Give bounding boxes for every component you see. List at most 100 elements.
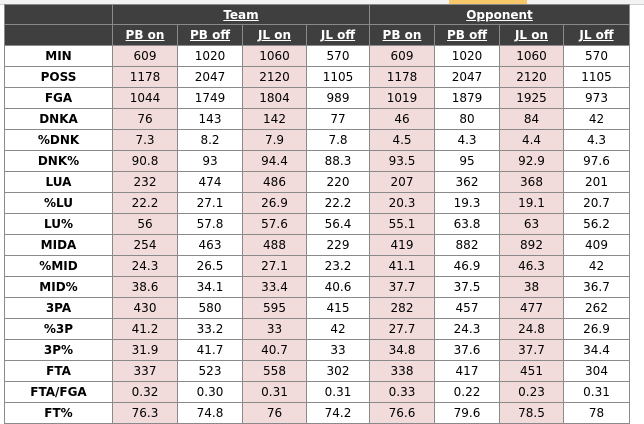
table-cell[interactable]: 595	[242, 297, 307, 319]
corner-cell-2[interactable]	[4, 24, 113, 46]
table-cell[interactable]: 609	[112, 45, 178, 67]
column-header[interactable]: JL off	[306, 24, 370, 46]
table-cell[interactable]: 57.6	[242, 213, 307, 235]
table-cell[interactable]: 0.31	[306, 381, 370, 403]
column-header[interactable]: PB on	[369, 24, 435, 46]
table-cell[interactable]: 143	[177, 108, 243, 130]
table-cell[interactable]: 26.9	[563, 318, 630, 340]
table-cell[interactable]: 2047	[434, 66, 500, 88]
table-cell[interactable]: 0.23	[499, 381, 564, 403]
table-cell[interactable]: 457	[434, 297, 500, 319]
table-cell[interactable]: 409	[563, 234, 630, 256]
row-label[interactable]: DNK%	[4, 150, 113, 172]
table-cell[interactable]: 88.3	[306, 150, 370, 172]
table-cell[interactable]: 0.31	[563, 381, 630, 403]
table-cell[interactable]: 338	[369, 360, 435, 382]
table-cell[interactable]: 417	[434, 360, 500, 382]
row-label[interactable]: DNKA	[4, 108, 113, 130]
table-cell[interactable]: 892	[499, 234, 564, 256]
table-cell[interactable]: 558	[242, 360, 307, 382]
table-cell[interactable]: 486	[242, 171, 307, 193]
row-label[interactable]: MID%	[4, 276, 113, 298]
table-cell[interactable]: 46	[369, 108, 435, 130]
column-header[interactable]: PB off	[434, 24, 500, 46]
table-cell[interactable]: 1804	[242, 87, 307, 109]
table-cell[interactable]: 56.4	[306, 213, 370, 235]
table-cell[interactable]: 282	[369, 297, 435, 319]
table-cell[interactable]: 430	[112, 297, 178, 319]
column-header[interactable]: PB on	[112, 24, 178, 46]
table-cell[interactable]: 27.1	[177, 192, 243, 214]
table-cell[interactable]: 1019	[369, 87, 435, 109]
table-cell[interactable]: 882	[434, 234, 500, 256]
table-cell[interactable]: 24.3	[434, 318, 500, 340]
table-cell[interactable]: 0.33	[369, 381, 435, 403]
table-cell[interactable]: 37.5	[434, 276, 500, 298]
table-cell[interactable]: 20.7	[563, 192, 630, 214]
table-cell[interactable]: 46.3	[499, 255, 564, 277]
row-label[interactable]: LU%	[4, 213, 113, 235]
table-cell[interactable]: 0.30	[177, 381, 243, 403]
table-cell[interactable]: 1925	[499, 87, 564, 109]
table-cell[interactable]: 27.7	[369, 318, 435, 340]
table-cell[interactable]: 451	[499, 360, 564, 382]
table-cell[interactable]: 362	[434, 171, 500, 193]
table-cell[interactable]: 63.8	[434, 213, 500, 235]
table-cell[interactable]: 609	[369, 45, 435, 67]
table-cell[interactable]: 42	[563, 108, 630, 130]
table-cell[interactable]: 262	[563, 297, 630, 319]
table-cell[interactable]: 1105	[563, 66, 630, 88]
row-label[interactable]: POSS	[4, 66, 113, 88]
table-cell[interactable]: 0.31	[242, 381, 307, 403]
row-label[interactable]: LUA	[4, 171, 113, 193]
table-cell[interactable]: 1020	[434, 45, 500, 67]
table-cell[interactable]: 33	[242, 318, 307, 340]
column-header[interactable]: JL on	[499, 24, 564, 46]
table-cell[interactable]: 304	[563, 360, 630, 382]
table-cell[interactable]: 33.4	[242, 276, 307, 298]
column-header[interactable]: PB off	[177, 24, 243, 46]
table-cell[interactable]: 34.8	[369, 339, 435, 361]
table-cell[interactable]: 63	[499, 213, 564, 235]
table-cell[interactable]: 97.6	[563, 150, 630, 172]
row-label[interactable]: 3P%	[4, 339, 113, 361]
table-cell[interactable]: 254	[112, 234, 178, 256]
row-label[interactable]: MIN	[4, 45, 113, 67]
table-cell[interactable]: 90.8	[112, 150, 178, 172]
table-cell[interactable]: 77	[306, 108, 370, 130]
table-cell[interactable]: 93.5	[369, 150, 435, 172]
table-cell[interactable]: 488	[242, 234, 307, 256]
table-cell[interactable]: 56	[112, 213, 178, 235]
column-header[interactable]: JL on	[242, 24, 307, 46]
table-cell[interactable]: 1060	[499, 45, 564, 67]
table-cell[interactable]: 34.1	[177, 276, 243, 298]
table-cell[interactable]: 989	[306, 87, 370, 109]
table-cell[interactable]: 23.2	[306, 255, 370, 277]
row-label[interactable]: FTA	[4, 360, 113, 382]
table-cell[interactable]: 55.1	[369, 213, 435, 235]
table-cell[interactable]: 41.1	[369, 255, 435, 277]
table-cell[interactable]: 26.9	[242, 192, 307, 214]
table-cell[interactable]: 37.7	[369, 276, 435, 298]
row-label[interactable]: %MID	[4, 255, 113, 277]
table-cell[interactable]: 24.3	[112, 255, 178, 277]
table-cell[interactable]: 368	[499, 171, 564, 193]
table-cell[interactable]: 232	[112, 171, 178, 193]
table-cell[interactable]: 19.1	[499, 192, 564, 214]
table-cell[interactable]: 92.9	[499, 150, 564, 172]
table-cell[interactable]: 220	[306, 171, 370, 193]
table-cell[interactable]: 57.8	[177, 213, 243, 235]
table-cell[interactable]: 463	[177, 234, 243, 256]
table-cell[interactable]: 302	[306, 360, 370, 382]
table-cell[interactable]: 42	[563, 255, 630, 277]
table-cell[interactable]: 24.8	[499, 318, 564, 340]
table-cell[interactable]: 0.32	[112, 381, 178, 403]
table-cell[interactable]: 337	[112, 360, 178, 382]
table-cell[interactable]: 93	[177, 150, 243, 172]
table-cell[interactable]: 201	[563, 171, 630, 193]
row-label[interactable]: %LU	[4, 192, 113, 214]
table-cell[interactable]: 4.3	[434, 129, 500, 151]
row-label[interactable]: %3P	[4, 318, 113, 340]
table-cell[interactable]: 229	[306, 234, 370, 256]
table-cell[interactable]: 46.9	[434, 255, 500, 277]
